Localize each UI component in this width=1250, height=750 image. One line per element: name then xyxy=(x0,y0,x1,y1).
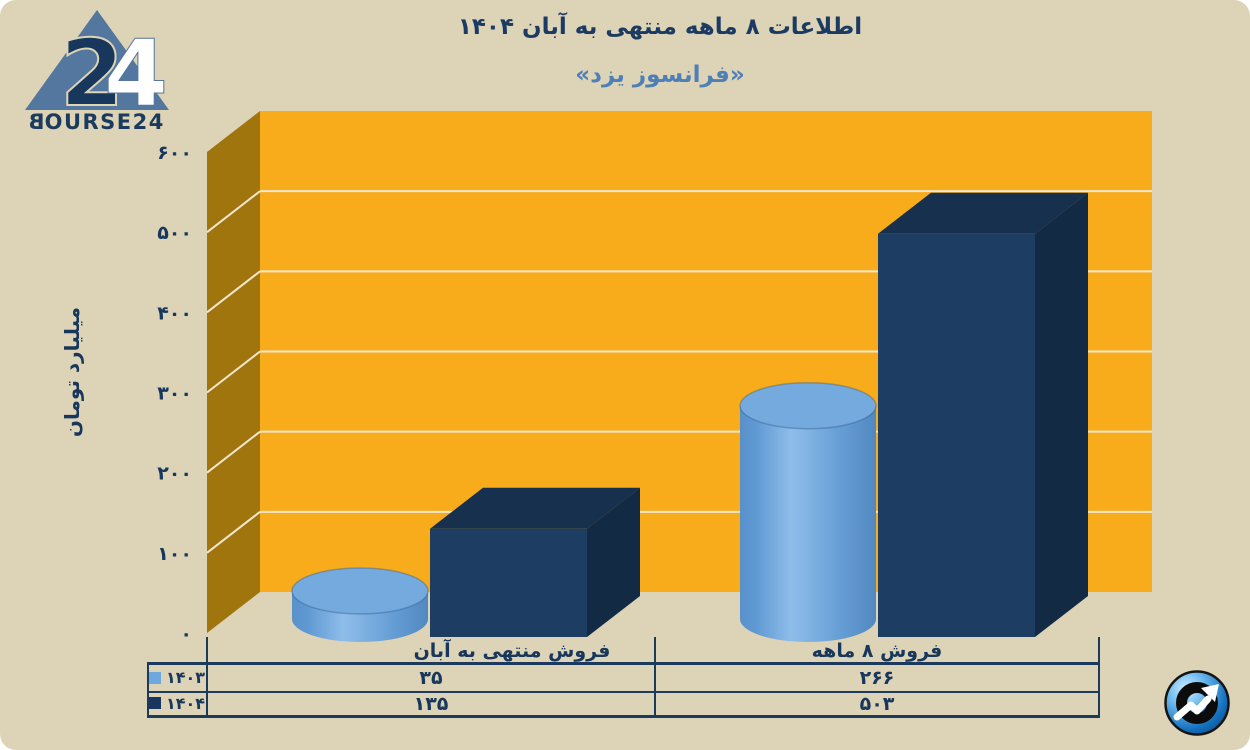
side-gridline xyxy=(206,350,261,394)
chart-title: اطلاعات ۸ ماهه منتهی به آبان ۱۴۰۴ xyxy=(457,14,863,40)
y-tick-label: ۶۰۰ xyxy=(157,142,192,164)
table-value-1403-cat2: ۲۶۶ xyxy=(859,667,895,689)
logo-wordmark-rest: OURSE24 xyxy=(44,110,165,134)
category-label-2: فروش ۸ ماهه xyxy=(811,640,943,662)
icon-arrow-head xyxy=(1201,684,1219,702)
y-tick-label: ۴۰۰ xyxy=(157,302,192,324)
y-tick-label: ۰ xyxy=(180,623,192,645)
side-gridline xyxy=(206,270,261,314)
cylinder-bar-body xyxy=(740,405,876,619)
logo-numeral-4: 4 xyxy=(104,20,168,112)
legend-swatch-1403 xyxy=(148,671,161,684)
table-border-bottom xyxy=(147,715,1100,718)
legend-year-1404: ۱۴۰۴ xyxy=(165,693,206,713)
legend-swatch-1404 xyxy=(148,697,161,709)
box-bar-side xyxy=(587,487,640,637)
box-bar-top xyxy=(878,192,1088,234)
chart-subtitle: «فرانسوز یزد» xyxy=(575,62,745,88)
icon-ring xyxy=(1176,682,1218,724)
axis-tick-middle xyxy=(654,637,656,718)
box-bar-side xyxy=(1035,192,1088,638)
legend-year-1403: ۱۴۰۳ xyxy=(165,668,206,687)
cylinder-bar-top xyxy=(291,567,429,615)
table-border-middle xyxy=(147,691,1100,693)
table-value-1404-cat2: ۵۰۳ xyxy=(859,693,895,715)
legend-row-1404: ۱۴۰۴ xyxy=(147,691,207,715)
table-value-1404-cat1: ۱۳۵ xyxy=(413,693,449,715)
y-tick-label: ۱۰۰ xyxy=(157,543,192,565)
side-gridline xyxy=(206,190,261,233)
logo-wordmark: BOURSE24 xyxy=(20,110,172,134)
table-value-1403-cat1: ۳۵ xyxy=(419,667,443,689)
side-gridline xyxy=(206,430,261,474)
cylinder-bar-top xyxy=(739,382,877,430)
y-tick-label: ۳۰۰ xyxy=(157,383,192,405)
bourse24-trend-arrow-icon xyxy=(1164,670,1230,736)
box-bar-front xyxy=(430,528,587,637)
side-gridline xyxy=(206,511,261,554)
legend-row-1403: ۱۴۰۳ xyxy=(147,664,207,691)
box-bar-top xyxy=(430,487,640,529)
box-bar-front xyxy=(878,233,1035,638)
icon-ball xyxy=(1164,670,1230,736)
category-label-1: فروش منتهی به آبان xyxy=(413,640,611,662)
axis-tick-left xyxy=(206,637,208,718)
logo-numeral-2: 2 xyxy=(60,20,124,112)
bourse24-logo-icon: 2 4 xyxy=(25,10,169,112)
icon-arrow-shaft xyxy=(1173,695,1212,721)
table-border-top xyxy=(147,662,1100,665)
table-border-left xyxy=(147,662,149,718)
logo-triangle xyxy=(25,10,169,110)
y-tick-label: ۲۰۰ xyxy=(157,463,192,485)
y-tick-label: ۵۰۰ xyxy=(157,222,192,244)
axis-tick-right xyxy=(1098,637,1100,718)
